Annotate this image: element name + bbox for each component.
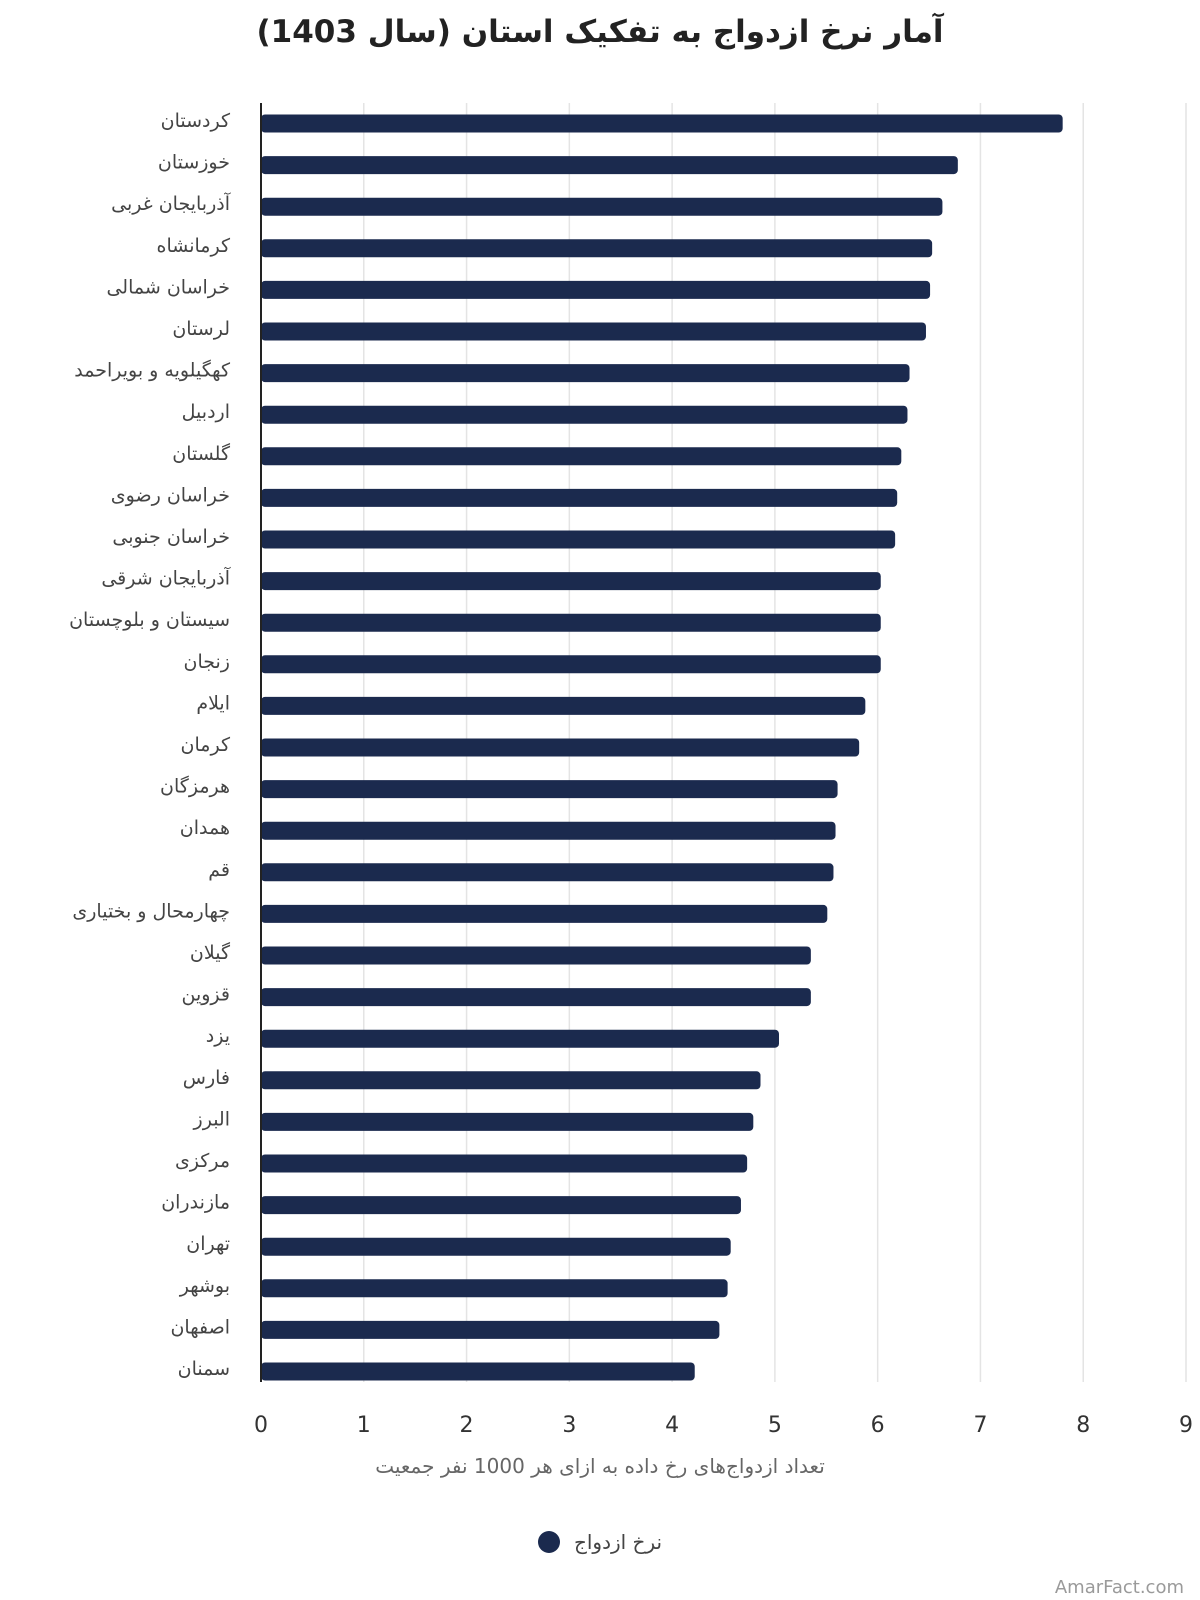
- watermark: AmarFact.com: [1054, 1577, 1184, 1598]
- category-label: سیستان و بلوچستان: [69, 609, 230, 631]
- bar-chart: کردستان خوزستان آذربایجان غربی کرمانشاه خراس…: [69, 103, 1193, 1438]
- category-label: کرمانشاه: [157, 235, 231, 257]
- bar[interactable]: [261, 1154, 748, 1173]
- category-label: خراسان شمالی: [106, 276, 230, 298]
- category-label: مازندران: [161, 1192, 230, 1214]
- category-label: آذربایجان شرقی: [101, 566, 230, 590]
- category-label: تهران: [186, 1233, 230, 1255]
- legend[interactable]: نرخ ازدواج: [0, 1530, 1200, 1554]
- category-label: چهارمحال و بختیاری: [72, 900, 230, 922]
- category-label: اردبیل: [182, 401, 230, 423]
- category-label: ایلام: [196, 692, 230, 714]
- bar[interactable]: [261, 239, 933, 258]
- bar[interactable]: [261, 655, 881, 674]
- x-tick-label: 4: [665, 1413, 679, 1438]
- category-label: فارس: [183, 1067, 230, 1089]
- bars: [261, 114, 1063, 1381]
- bar[interactable]: [261, 156, 958, 175]
- bar[interactable]: [261, 613, 881, 632]
- x-tick-label: 9: [1179, 1413, 1193, 1438]
- bar[interactable]: [261, 114, 1063, 133]
- category-label: مرکزی: [175, 1150, 230, 1172]
- bar[interactable]: [261, 1196, 741, 1215]
- legend-label: نرخ ازدواج: [573, 1530, 663, 1554]
- x-tick-labels: 0 1 2 3 4 5 6 7 8 9: [254, 1413, 1193, 1438]
- category-label: خراسان رضوی: [111, 484, 230, 506]
- bar[interactable]: [261, 572, 881, 591]
- category-label: لرستان: [172, 318, 230, 340]
- category-label: کردستان: [161, 110, 231, 132]
- bar[interactable]: [261, 322, 926, 341]
- x-tick-label: 1: [357, 1413, 371, 1438]
- bar[interactable]: [261, 1279, 728, 1298]
- category-label: کرمان: [181, 734, 231, 756]
- bar[interactable]: [261, 988, 811, 1007]
- bar[interactable]: [261, 780, 838, 799]
- bar[interactable]: [261, 696, 866, 715]
- category-labels: کردستان خوزستان آذربایجان غربی کرمانشاه خراس…: [69, 110, 231, 1380]
- category-label: گلستان: [172, 442, 231, 465]
- bar[interactable]: [261, 1112, 754, 1131]
- bar[interactable]: [261, 488, 898, 507]
- bar[interactable]: [261, 405, 908, 424]
- category-label: خراسان جنوبی: [112, 526, 230, 548]
- bar[interactable]: [261, 738, 860, 757]
- category-label: قزوین: [182, 984, 231, 1006]
- category-label: همدان: [180, 817, 230, 839]
- chart-title: آمار نرخ ازدواج به تفکیک استان (سال 1403…: [256, 14, 944, 50]
- x-tick-label: 2: [460, 1413, 474, 1438]
- bar[interactable]: [261, 904, 828, 923]
- category-label: گیلان: [190, 941, 231, 964]
- bar[interactable]: [261, 447, 902, 466]
- x-tick-label: 6: [871, 1413, 885, 1438]
- category-label: آذربایجان غربی: [111, 191, 231, 215]
- category-label: سمنان: [178, 1358, 230, 1380]
- bar[interactable]: [261, 197, 943, 216]
- category-label: بوشهر: [179, 1275, 230, 1297]
- x-axis-title: تعداد ازدواج‌های رخ داده به ازای هر 1000…: [375, 1454, 825, 1478]
- x-tick-label: 5: [768, 1413, 782, 1438]
- category-label: کهگیلویه و بویراحمد: [74, 359, 231, 382]
- bar[interactable]: [261, 1362, 695, 1381]
- x-tick-label: 3: [562, 1413, 576, 1438]
- bar[interactable]: [261, 1237, 731, 1256]
- bar[interactable]: [261, 530, 896, 549]
- bar[interactable]: [261, 1029, 779, 1048]
- category-label: البرز: [193, 1108, 230, 1130]
- x-tick-label: 7: [973, 1413, 987, 1438]
- category-label: خوزستان: [158, 152, 230, 174]
- bar[interactable]: [261, 1320, 720, 1339]
- bar[interactable]: [261, 364, 910, 383]
- category-label: اصفهان: [170, 1316, 230, 1338]
- category-label: هرمزگان: [160, 775, 230, 798]
- category-label: قم: [208, 859, 230, 881]
- category-label: یزد: [206, 1025, 230, 1047]
- bar[interactable]: [261, 280, 931, 299]
- bar[interactable]: [261, 863, 834, 882]
- category-label: زنجان: [184, 651, 230, 673]
- bar[interactable]: [261, 1071, 761, 1090]
- x-tick-label: 8: [1076, 1413, 1090, 1438]
- bar[interactable]: [261, 821, 836, 840]
- bar[interactable]: [261, 946, 811, 965]
- legend-marker: [537, 1531, 560, 1553]
- x-tick-label: 0: [254, 1413, 268, 1438]
